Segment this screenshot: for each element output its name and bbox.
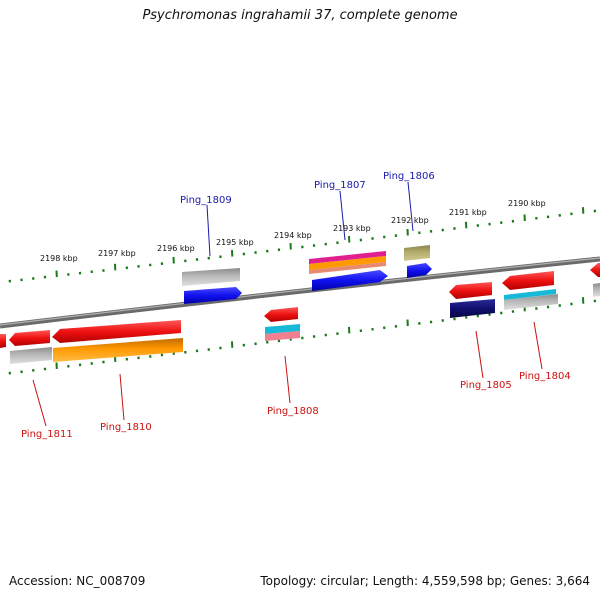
tick-label: 2197 kbp [98, 249, 136, 258]
gene-left-partial-arrow[interactable] [0, 334, 6, 348]
map-title: Psychromonas ingrahamii 37, complete gen… [142, 8, 458, 23]
gene-label-ping-1807[interactable]: Ping_1807 [314, 180, 366, 191]
gene-label-ping-1804[interactable]: Ping_1804 [519, 371, 571, 382]
tick-label: 2193 kbp [333, 224, 371, 233]
gene-ping-1805-arrow[interactable] [449, 282, 492, 299]
gene-ping-1807-pink[interactable] [309, 262, 386, 274]
gene-ping-1811-gray[interactable] [10, 347, 52, 364]
genome-backbone-highlight [0, 257, 600, 326]
leader-ping-1805 [475, 330, 484, 379]
gene-ping-1807-magenta[interactable] [309, 251, 386, 264]
gene-ping-1807-arrow[interactable] [312, 270, 388, 291]
gene-ping-1809-arrow[interactable] [184, 287, 242, 304]
gene-label-ping-1806[interactable]: Ping_1806 [383, 171, 435, 182]
leader-ping-1811 [32, 379, 47, 427]
gene-ping-1807-orange[interactable] [309, 256, 386, 270]
tick-label: 2194 kbp [274, 231, 312, 240]
tick-label: 2190 kbp [508, 199, 546, 208]
gene-label-ping-1811[interactable]: Ping_1811 [21, 429, 73, 440]
gene-ping-1808-arrow[interactable] [264, 307, 298, 322]
leader-ping-1809 [206, 204, 211, 257]
tick-labels: 2198 kbp 2197 kbp 2196 kbp 2195 kbp 2194… [40, 199, 546, 263]
reverse-genes [0, 307, 300, 364]
accession-text: Accession: NC_008709 [9, 574, 146, 588]
label-leaders [32, 181, 543, 427]
gene-ping-1806-olive[interactable] [404, 245, 430, 261]
tick-label: 2192 kbp [391, 216, 429, 225]
gene-ping-1809-gray[interactable] [182, 268, 240, 286]
genome-summary-text: Topology: circular; Length: 4,559,598 bp… [260, 574, 590, 588]
leader-ping-1806 [407, 181, 414, 232]
gene-label-ping-1808[interactable]: Ping_1808 [267, 406, 319, 417]
leader-ping-1807 [339, 190, 346, 241]
leader-ping-1804 [533, 321, 543, 370]
tick-track-upper [8, 207, 597, 283]
gene-label-ping-1809[interactable]: Ping_1809 [180, 195, 232, 206]
gene-partial-right-arrow[interactable] [590, 263, 600, 277]
gene-ping-1805-navy[interactable] [450, 299, 495, 318]
gene-ping-1806-arrow[interactable] [407, 263, 432, 278]
gene-ping-1808-pink[interactable] [265, 331, 300, 341]
gene-ping-1810-orange[interactable] [53, 338, 183, 362]
forward-genes [182, 245, 600, 318]
gene-ping-1804-arrow[interactable] [502, 271, 554, 290]
gene-ping-1804-cyan[interactable] [504, 289, 556, 300]
gene-label-ping-1810[interactable]: Ping_1810 [100, 422, 152, 433]
tick-label: 2191 kbp [449, 208, 487, 217]
gene-ping-1810-arrow[interactable] [52, 320, 181, 343]
gene-ping-1804-gray[interactable] [504, 294, 558, 310]
leader-ping-1808 [284, 355, 291, 404]
leader-ping-1810 [119, 373, 125, 421]
tick-label: 2196 kbp [157, 244, 195, 253]
gene-label-ping-1805[interactable]: Ping_1805 [460, 380, 512, 391]
gene-ping-1811-arrow[interactable] [9, 330, 50, 346]
tick-label: 2198 kbp [40, 254, 78, 263]
tick-label: 2195 kbp [216, 238, 254, 247]
gene-partial-right-gray[interactable] [593, 283, 600, 297]
genome-backbone [0, 256, 600, 329]
gene-ping-1808-cyan[interactable] [265, 324, 300, 334]
